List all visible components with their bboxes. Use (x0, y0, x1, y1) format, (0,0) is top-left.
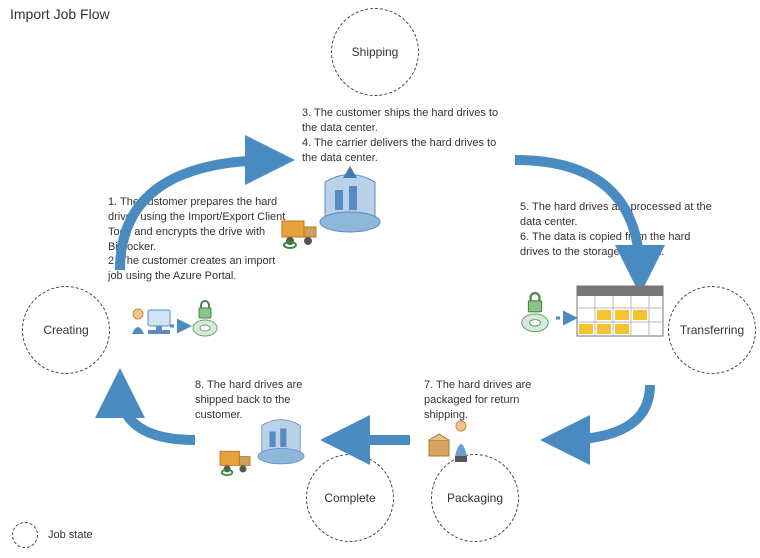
legend-circle-icon (12, 522, 38, 548)
step-3-4: 3. The customer ships the hard drives to… (302, 106, 512, 165)
state-label: Shipping (352, 45, 399, 59)
diagram-title: Import Job Flow (10, 6, 110, 22)
step-5-6: 5. The hard drives are processed at the … (520, 200, 720, 259)
storage-grid-icon (575, 280, 665, 342)
state-label: Transferring (680, 323, 744, 337)
state-label: Creating (43, 323, 88, 337)
step-1-2: 1. The customer prepares the hard drives… (108, 195, 288, 284)
truck-icon (216, 446, 254, 476)
user-pc-icon (128, 300, 174, 346)
datacenter-icon (246, 410, 316, 470)
state-packaging: Packaging (431, 454, 519, 542)
state-complete: Complete (306, 454, 394, 542)
truck-icon (278, 215, 320, 249)
lock-disk-icon (190, 300, 220, 340)
packer-icon (425, 416, 475, 466)
legend: Job state (12, 522, 93, 548)
lock-disk-icon (518, 292, 552, 336)
state-transferring: Transferring (668, 286, 756, 374)
legend-label: Job state (48, 529, 93, 541)
state-shipping: Shipping (331, 8, 419, 96)
state-creating: Creating (22, 286, 110, 374)
state-label: Packaging (447, 491, 503, 505)
state-label: Complete (324, 491, 375, 505)
